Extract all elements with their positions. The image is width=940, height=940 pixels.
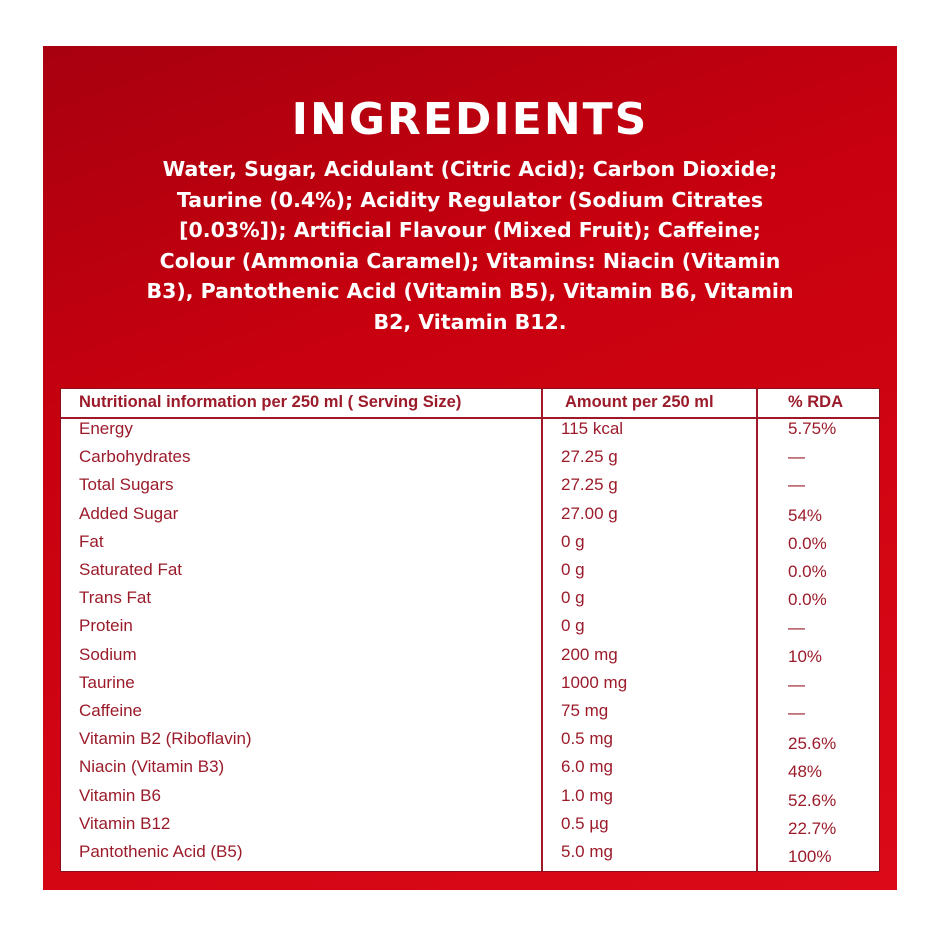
table-cell-nutrient: Caffeine xyxy=(79,701,143,720)
table-cell-amount: 200 mg xyxy=(561,644,618,664)
table-cell-amount: 0 g xyxy=(561,560,585,579)
table-cell-rda: 100% xyxy=(788,847,832,866)
table-cell-nutrient: Carbohydrates xyxy=(79,447,191,467)
table-cell-rda: — xyxy=(788,475,805,495)
table-cell-nutrient: Saturated Fat xyxy=(79,560,183,579)
table-cell-rda: — xyxy=(788,447,805,467)
table-cell-rda: 0.0% xyxy=(788,562,827,581)
table-cell-amount: 1000 mg xyxy=(561,672,628,692)
table-cell-amount: 0.5 µg xyxy=(561,813,609,833)
table-cell-amount: 6.0 mg xyxy=(561,757,613,777)
table-cell-nutrient: Added Sugar xyxy=(79,503,179,523)
table-cell-amount: 27.25 g xyxy=(561,475,618,495)
table-cell-nutrient: Total Sugars xyxy=(79,475,174,495)
table-cell-rda: 52.6% xyxy=(788,790,837,810)
table-cell-nutrient: Fat xyxy=(79,531,104,551)
table-cell-nutrient: Niacin (Vitamin B3) xyxy=(79,757,225,777)
table-cell-nutrient: Taurine xyxy=(79,672,135,692)
column-divider xyxy=(756,389,758,871)
table-cell-rda: 54% xyxy=(788,505,823,525)
table-cell-amount: 0 g xyxy=(561,531,585,551)
table-cell-rda: 5.75% xyxy=(788,419,837,438)
table-cell-nutrient: Vitamin B2 (Riboflavin) xyxy=(79,729,252,749)
page-title: INGREDIENTS xyxy=(291,94,649,145)
table-cell-rda: — xyxy=(788,674,805,694)
table-cell-amount: 1.0 mg xyxy=(561,785,613,805)
table-cell-amount: 0 g xyxy=(561,616,585,636)
table-cell-rda: 22.7% xyxy=(788,818,837,838)
ingredients-text: Water, Sugar, Acidulant (Citric Acid); C… xyxy=(146,157,794,334)
table-cell-nutrient: Vitamin B12 xyxy=(79,813,171,833)
table-cell-nutrient: Energy xyxy=(79,419,133,438)
table-cell-amount: 27.00 g xyxy=(561,503,618,523)
ingredients-panel: INGREDIENTS Water, Sugar, Acidulant (Cit… xyxy=(43,46,897,890)
nutrition-table: Nutritional information per 250 ml ( Ser… xyxy=(60,388,880,872)
header-rda: % RDA xyxy=(788,393,844,411)
table-cell-amount: 27.25 g xyxy=(561,447,618,467)
header-amount: Amount per 250 ml xyxy=(565,393,714,411)
table-cell-nutrient: Pantothenic Acid (B5) xyxy=(79,842,243,861)
table-cell-rda: — xyxy=(788,618,805,638)
header-nutrient: Nutritional information per 250 ml ( Ser… xyxy=(79,393,462,411)
column-divider xyxy=(541,389,543,871)
table-cell-rda: — xyxy=(788,703,805,722)
table-cell-amount: 115 kcal xyxy=(561,419,624,438)
header-divider xyxy=(61,417,879,419)
table-cell-rda: 0.0% xyxy=(788,590,827,610)
table-cell-nutrient: Trans Fat xyxy=(79,588,152,608)
table-cell-rda: 48% xyxy=(788,762,823,782)
table-cell-nutrient: Protein xyxy=(79,616,133,636)
table-cell-amount: 0.5 mg xyxy=(561,729,613,749)
table-cell-amount: 75 mg xyxy=(561,701,609,720)
table-cell-amount: 5.0 mg xyxy=(561,842,613,861)
table-cell-nutrient: Sodium xyxy=(79,644,137,664)
table-cell-rda: 25.6% xyxy=(788,734,837,754)
table-cell-rda: 10% xyxy=(788,646,823,666)
table-cell-nutrient: Vitamin B6 xyxy=(79,785,161,805)
table-cell-rda: 0.0% xyxy=(788,533,827,553)
table-cell-amount: 0 g xyxy=(561,588,585,608)
